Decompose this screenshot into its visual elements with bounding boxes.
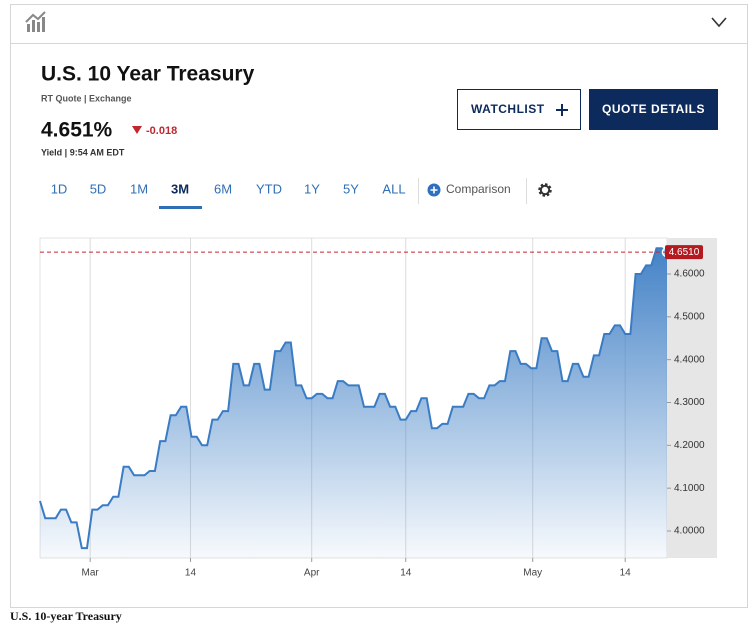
x-tick-label: May — [523, 568, 542, 579]
active-tab-underline — [159, 206, 202, 209]
y-tick-label: 4.6000 — [674, 269, 705, 280]
range-tab[interactable]: 5Y — [343, 181, 359, 196]
range-tab[interactable]: 1M — [130, 181, 148, 196]
last-value-tag — [665, 245, 703, 260]
comparison-plus — [430, 186, 438, 194]
collapse-chevron[interactable] — [711, 17, 727, 28]
plus-icon — [556, 104, 568, 116]
range-tab[interactable]: ALL — [382, 181, 405, 196]
settings-icon[interactable] — [538, 183, 552, 197]
y-tick-label: 4.1000 — [674, 483, 705, 494]
caption: U.S. 10-year Treasury — [10, 609, 122, 623]
y-axis-band — [667, 238, 717, 558]
area — [40, 248, 667, 559]
x-tick-label: Apr — [304, 568, 320, 579]
range-tab[interactable]: 6M — [214, 181, 232, 196]
y-tick-label: 4.3000 — [674, 397, 705, 408]
y-tick-label: 4.4000 — [674, 354, 705, 365]
range-tab[interactable]: 3M — [171, 181, 189, 196]
x-tick-label: 14 — [185, 568, 197, 579]
y-tick-label: 4.0000 — [674, 526, 705, 537]
last-value-label: 4.6510 — [669, 247, 700, 258]
chart-icon[interactable] — [25, 11, 46, 32]
y-tick-label: 4.5000 — [674, 311, 705, 322]
x-tick-label: Mar — [82, 568, 100, 579]
change: -0.018 — [146, 125, 177, 137]
quote-details-button[interactable] — [589, 89, 718, 130]
quote-meta: Yield | 9:54 AM EDT — [41, 147, 125, 157]
range-tab[interactable]: 1Y — [304, 181, 320, 196]
x-tick-label: 14 — [620, 568, 632, 579]
y-tick-label: 4.2000 — [674, 440, 705, 451]
line — [39, 247, 668, 550]
source: RT Quote | Exchange — [41, 93, 132, 103]
range-tab[interactable]: 1D — [51, 181, 68, 196]
comparison[interactable]: Comparison — [446, 182, 511, 196]
quote-details-label: QUOTE DETAILS — [602, 102, 705, 116]
down-arrow — [132, 126, 142, 134]
range-tab[interactable]: YTD — [256, 181, 282, 196]
title: U.S. 10 Year Treasury — [41, 63, 255, 86]
range-tab[interactable]: 5D — [90, 181, 107, 196]
x-tick-label: 14 — [400, 568, 412, 579]
watchlist-label: WATCHLIST — [471, 102, 545, 116]
price: 4.651% — [41, 119, 113, 142]
